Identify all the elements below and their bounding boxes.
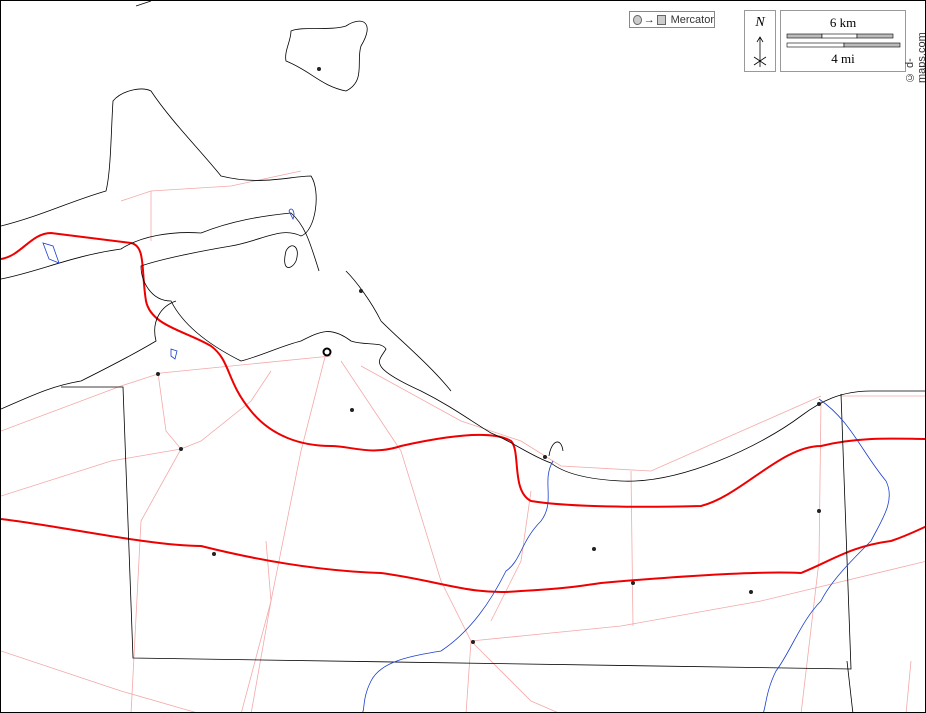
town-marker [817,402,821,406]
projection-label: → Mercator [629,11,715,28]
admin-borders [61,386,854,712]
major-roads [1,231,925,593]
town-marker [749,590,753,594]
town-marker [359,289,363,293]
towns [156,67,821,644]
town-marker [631,581,635,585]
scale-km-label: 6 km [829,15,857,30]
scale-mi-label: 4 mi [831,51,855,66]
projection-name: Mercator [670,13,714,26]
coastline [1,1,925,482]
scale-bar: 6 km 4 mi [780,10,906,72]
square-icon [656,14,666,25]
town-marker [179,447,183,451]
scale-bars [786,33,901,48]
north-label: N [755,15,765,30]
town-marker [592,547,596,551]
town-marker [817,509,821,513]
town-marker [471,640,475,644]
town-marker [156,372,160,376]
capital-marker [322,347,332,357]
town-marker [350,408,354,412]
town-marker [317,67,321,71]
town-marker [212,552,216,556]
north-arrow: N [744,10,776,72]
arrow-right-icon: → [643,13,655,26]
town-marker [543,455,547,459]
compass-icon [753,36,767,67]
credit-text: © d-maps.com [904,32,926,83]
rivers [42,208,890,712]
minor-roads [1,170,925,712]
circle-icon [633,14,642,25]
